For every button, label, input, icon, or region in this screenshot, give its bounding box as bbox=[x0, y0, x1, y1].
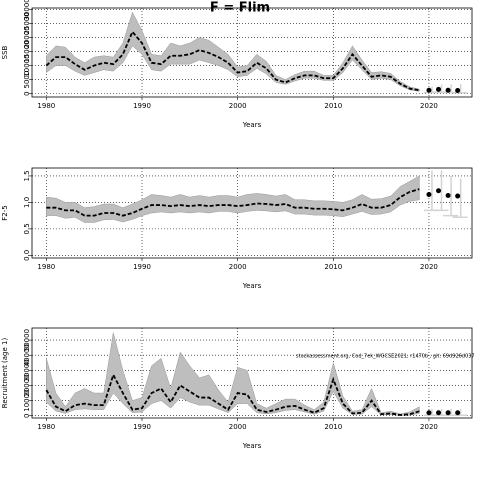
forecast-point bbox=[445, 87, 451, 93]
x-tick-label: 1980 bbox=[37, 263, 55, 271]
forecast-point bbox=[436, 410, 442, 416]
y-tick-label: 10000 bbox=[23, 389, 31, 411]
y-tick-label: 30000 bbox=[23, 359, 31, 381]
y-tick-label: 1.5 bbox=[23, 170, 31, 181]
forecast-point bbox=[445, 410, 451, 416]
x-tick-label: 1990 bbox=[133, 263, 151, 271]
y-axis-label: SSB bbox=[1, 45, 9, 59]
forecast-point bbox=[436, 188, 442, 194]
forecast-point bbox=[436, 86, 442, 92]
plot-frame bbox=[31, 327, 473, 419]
x-tick-label: 1990 bbox=[133, 423, 151, 431]
x-tick-label: 2020 bbox=[420, 102, 438, 110]
forecast-point bbox=[426, 87, 432, 93]
x-tick-label: 1990 bbox=[133, 102, 151, 110]
y-axis-label: F2-5 bbox=[1, 205, 9, 220]
x-axis-label: Years bbox=[242, 282, 262, 290]
y-tick-label: 25000 bbox=[23, 12, 31, 34]
plot-frame bbox=[31, 167, 473, 259]
y-tick-label: 1.0 bbox=[23, 197, 31, 208]
y-tick-label: 10000 bbox=[23, 54, 31, 76]
plot-frame bbox=[31, 7, 473, 98]
x-axis-label: Years bbox=[242, 121, 262, 129]
x-axis-label: Years bbox=[242, 442, 262, 450]
y-tick-label: 0.5 bbox=[23, 223, 31, 234]
forecast-point bbox=[426, 191, 432, 197]
y-tick-label: 30000 bbox=[23, 0, 31, 21]
forecast-point bbox=[455, 193, 461, 199]
y-tick-label: 20000 bbox=[23, 374, 31, 396]
forecast-point bbox=[426, 410, 432, 416]
x-tick-label: 2010 bbox=[324, 263, 342, 271]
y-tick-label: 0 bbox=[23, 413, 31, 417]
confidence-band bbox=[46, 11, 420, 92]
median-line bbox=[45, 30, 420, 92]
y-axis-label: Recruitment (age 1) bbox=[1, 338, 9, 409]
y-tick-label: 50000 bbox=[23, 329, 31, 351]
x-tick-label: 1980 bbox=[37, 423, 55, 431]
forecast-point bbox=[455, 88, 461, 94]
forecast-point bbox=[455, 410, 461, 416]
x-tick-label: 2020 bbox=[420, 263, 438, 271]
y-tick-label: 40000 bbox=[23, 344, 31, 366]
x-tick-label: 2010 bbox=[324, 102, 342, 110]
confidence-band bbox=[46, 175, 420, 223]
y-tick-label: 15000 bbox=[23, 40, 31, 62]
annotation: stockassessment.org, Cod_7ek_WGCSE2021, … bbox=[296, 354, 475, 360]
y-tick-label: 20000 bbox=[23, 26, 31, 48]
x-tick-label: 2020 bbox=[420, 423, 438, 431]
median-line bbox=[45, 372, 420, 416]
x-tick-label: 2000 bbox=[229, 263, 247, 271]
y-tick-label: 0.0 bbox=[23, 250, 31, 261]
x-tick-label: 2000 bbox=[229, 423, 247, 431]
y-tick-label: 0 bbox=[23, 91, 31, 95]
x-tick-label: 2000 bbox=[229, 102, 247, 110]
y-tick-label: 5000 bbox=[23, 71, 31, 89]
confidence-band bbox=[46, 332, 420, 416]
forecast-point bbox=[445, 193, 451, 199]
x-tick-label: 2010 bbox=[324, 423, 342, 431]
x-tick-label: 1980 bbox=[37, 102, 55, 110]
